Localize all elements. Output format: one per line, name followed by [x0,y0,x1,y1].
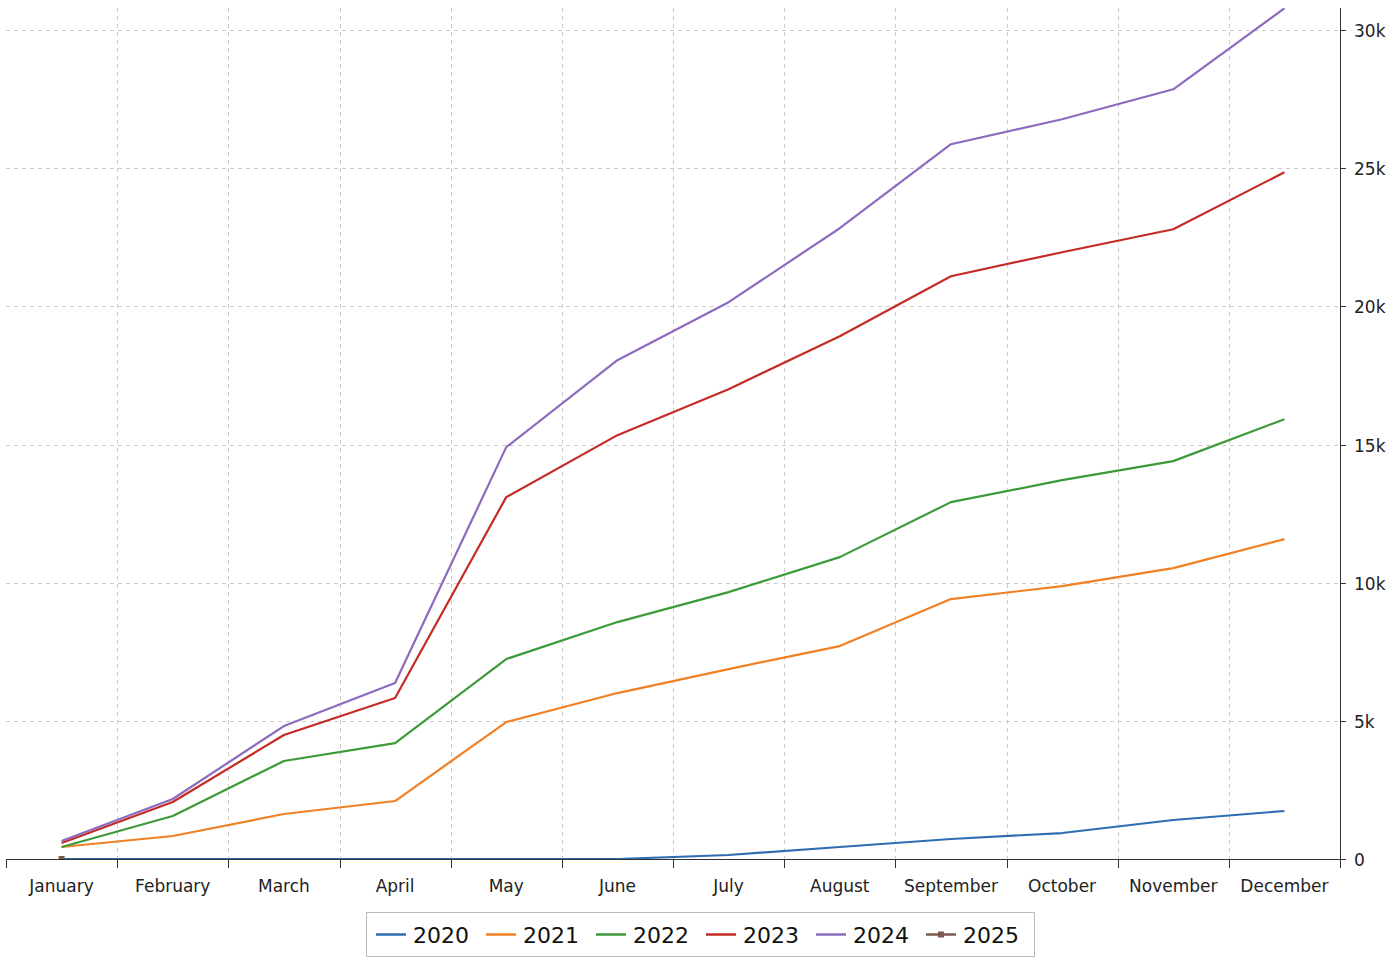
x-tick [784,859,785,868]
y-axis-line [1340,8,1341,859]
x-grid-line [228,8,229,859]
x-tick [673,859,674,868]
x-tick [1007,859,1008,868]
y-tick-label: 10k [1354,574,1386,594]
legend-swatch [486,933,516,936]
legend-swatch [706,933,736,936]
y-grid-line [6,30,1340,31]
legend-label: 2023 [743,923,799,948]
series-line [62,172,1285,843]
x-tick [340,859,341,868]
chart-container: 0 5k 10k 15k 20k 25k 30k January February March Ap… [0,0,1400,962]
grid [6,8,1340,860]
x-grid-line [1118,8,1119,859]
x-tick [1229,859,1230,868]
y-grid-line [6,445,1340,446]
x-grid-line [784,8,785,859]
y-tick-label: 30k [1354,21,1386,41]
y-grid-line [6,583,1340,584]
x-tick-label: June [598,876,636,896]
x-grid-line [451,8,452,859]
x-tick-label: April [376,876,415,896]
series-line [62,8,1285,841]
y-tick-label: 20k [1354,297,1386,317]
x-tick [117,859,118,868]
x-tick [1118,859,1119,868]
x-tick [1340,859,1341,868]
x-tick [228,859,229,868]
series-line [62,811,1285,859]
chart-svg: 0 5k 10k 15k 20k 25k 30k January February March Ap… [0,0,1400,962]
legend-label: 2024 [853,923,909,948]
y-tick-label: 0 [1354,850,1365,870]
x-tick [895,859,896,868]
x-tick-label: May [489,876,524,896]
series [62,172,1285,843]
plot-area [59,8,1285,859]
x-grid-line [340,8,341,859]
y-grid-line [6,721,1340,722]
y-grid-line [6,168,1340,169]
x-tick-label: September [904,876,998,896]
x-tick-label: November [1129,876,1217,896]
legend-label: 2022 [633,923,689,948]
legend-label: 2020 [413,923,469,948]
x-grid-line [895,8,896,859]
x-grid-line [562,8,563,859]
x-tick-label: October [1028,876,1096,896]
legend-swatch [376,933,406,936]
x-tick-label: December [1240,876,1328,896]
series [62,811,1285,859]
legend-box [367,913,1035,957]
y-tick-label: 25k [1354,159,1386,179]
marker [59,856,65,859]
x-axis: January February March April May June July Augu… [6,859,1341,896]
y-grid-line [6,306,1340,307]
y-tick-label: 15k [1354,436,1386,456]
x-tick [451,859,452,868]
series-line [62,539,1285,847]
x-tick [6,859,7,868]
legend-swatch [596,933,626,936]
series [62,419,1285,847]
x-grid-line [673,8,674,859]
x-tick-label: August [810,876,870,896]
x-grid-line [117,8,118,859]
series-line [62,419,1285,847]
x-tick-label: July [712,876,744,896]
x-tick-label: January [28,876,93,896]
y-tick-label: 5k [1354,712,1375,732]
series [62,8,1285,841]
legend-marker [938,932,944,938]
legend-label: 2021 [523,923,579,948]
x-tick-label: February [135,876,210,896]
legend: 2020 2021 2022 2023 2024 2025 [367,913,1035,957]
x-tick [562,859,563,868]
legend-swatch [816,933,846,936]
series [62,539,1285,847]
x-grid-line [1007,8,1008,859]
y-axis: 0 5k 10k 15k 20k 25k 30k [1340,8,1386,870]
series [59,856,65,859]
x-grid-line [1229,8,1230,859]
x-tick-label: March [258,876,310,896]
legend-label: 2025 [963,923,1019,948]
